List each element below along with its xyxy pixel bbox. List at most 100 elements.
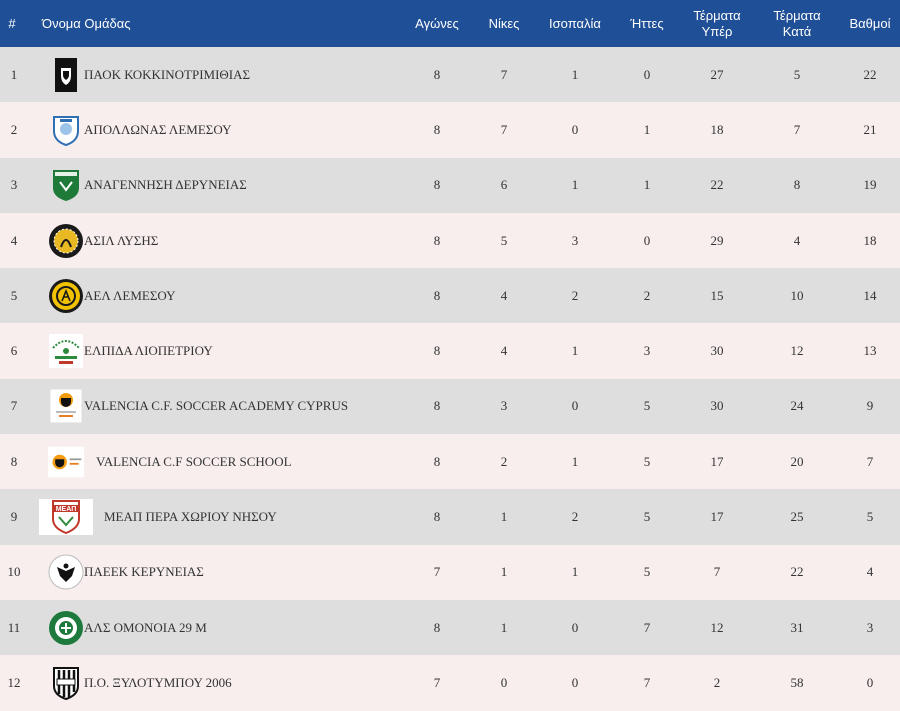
cell-points: 21 (863, 121, 877, 137)
cell-goals-against: 25 (790, 509, 804, 525)
cell-points: 18 (863, 232, 877, 248)
cell-rank: 2 (10, 121, 18, 137)
cell-goals-against: 4 (793, 232, 801, 248)
cell-rank: 8 (10, 453, 18, 469)
table-row: 5 ΑΕΛ ΛΕΜΕΣΟΥ 8 4 2 2 15 10 14 (0, 268, 900, 324)
omonoia-crest-icon (43, 600, 89, 655)
table-row: 11 ΑΛΣ ΟΜΟΝΟΙΑ 29 Μ 8 1 0 7 12 31 3 (0, 599, 900, 656)
table-row: 2 ΑΠΟΛΛΩΝΑΣ ΛΕΜΕΣΟΥ 8 7 0 1 18 7 21 (0, 102, 900, 158)
table-row: 12 Π.Ο. ΞΥΛΟΤΥΜΠΟΥ 2006 7 0 0 7 2 58 0 (0, 655, 900, 711)
cell-wins: 4 (500, 287, 508, 303)
cell-wins: 1 (500, 509, 508, 525)
team-logo (48, 665, 84, 701)
cell-draws: 1 (571, 66, 579, 82)
cell-wins: 4 (500, 343, 508, 359)
cell-losses: 2 (643, 287, 651, 303)
cell-losses: 7 (643, 619, 651, 635)
cell-goals-against: 10 (790, 287, 804, 303)
cell-played: 8 (433, 177, 441, 193)
cell-rank: 11 (7, 619, 21, 635)
header-points: Βαθμοί (849, 15, 891, 31)
valencia-school-crest-icon (43, 434, 89, 489)
paok-crest-icon (43, 47, 89, 102)
team-logo (48, 223, 84, 259)
cell-goals-against: 22 (790, 564, 804, 580)
cell-points: 0 (866, 674, 874, 690)
cell-points: 19 (863, 177, 877, 193)
cell-played: 7 (433, 564, 441, 580)
team-name: VALENCIA C.F SOCCER SCHOOL (96, 453, 292, 469)
cell-losses: 3 (643, 343, 651, 359)
team-name: VALENCIA C.F. SOCCER ACADEMY CYPRUS (84, 398, 349, 414)
apollon-crest-icon (43, 102, 89, 157)
cell-losses: 5 (643, 453, 651, 469)
header-played: Αγώνες (415, 15, 459, 31)
cell-goals-for: 30 (710, 398, 724, 414)
cell-losses: 0 (643, 232, 651, 248)
cell-goals-against: 7 (793, 121, 801, 137)
cell-draws: 1 (571, 564, 579, 580)
team-name: ΠΑΕΕΚ ΚΕΡΥΝΕΙΑΣ (84, 564, 204, 580)
cell-rank: 9 (10, 509, 18, 525)
cell-goals-against: 20 (790, 453, 804, 469)
valencia-academy-crest-icon (43, 379, 89, 434)
cell-draws: 1 (571, 177, 579, 193)
table-row: 1 ΠΑΟΚ ΚΟΚΚΙΝΟΤΡΙΜΙΘΙΑΣ 8 7 1 0 27 5 22 (0, 47, 900, 103)
header-rank: # (8, 15, 16, 31)
header-goals-against: Τέρματα Κατά (762, 0, 832, 47)
cell-losses: 5 (643, 564, 651, 580)
cell-losses: 5 (643, 509, 651, 525)
team-name: ΑΠΟΛΛΩΝΑΣ ΛΕΜΕΣΟΥ (84, 121, 232, 137)
table-row: 10 ΠΑΕΕΚ ΚΕΡΥΝΕΙΑΣ 7 1 1 5 7 22 4 (0, 544, 900, 600)
cell-goals-for: 15 (710, 287, 724, 303)
cell-draws: 0 (571, 619, 579, 635)
cell-played: 8 (433, 232, 441, 248)
header-goals-for-line2: Υπέρ (701, 23, 733, 39)
team-logo (48, 444, 84, 480)
cell-goals-against: 8 (793, 177, 801, 193)
team-logo (48, 112, 84, 148)
table-row: 4 ΑΣΙΛ ΛΥΣΗΣ 8 5 3 0 29 4 18 (0, 212, 900, 269)
cell-losses: 0 (643, 66, 651, 82)
cell-played: 8 (433, 453, 441, 469)
cell-goals-for: 17 (710, 453, 724, 469)
cell-goals-for: 27 (710, 66, 724, 82)
cell-draws: 2 (571, 509, 579, 525)
cell-goals-against: 12 (790, 343, 804, 359)
team-name: Π.Ο. ΞΥΛΟΤΥΜΠΟΥ 2006 (84, 674, 232, 690)
cell-rank: 3 (10, 177, 18, 193)
cell-points: 4 (866, 564, 874, 580)
cell-draws: 1 (571, 453, 579, 469)
cell-played: 8 (433, 287, 441, 303)
table-body: 1 ΠΑΟΚ ΚΟΚΚΙΝΟΤΡΙΜΙΘΙΑΣ 8 7 1 0 27 5 22 2 ΑΠΟΛΛΩΝΑ… (0, 47, 900, 711)
cell-goals-for: 2 (713, 674, 721, 690)
team-name: ΑΣΙΛ ΛΥΣΗΣ (84, 232, 159, 248)
team-name: ΜΕΑΠ ΠΕΡΑ ΧΩΡΙΟΥ ΝΗΣΟΥ (104, 509, 277, 525)
cell-wins: 5 (500, 232, 508, 248)
cell-played: 8 (433, 398, 441, 414)
cell-goals-for: 30 (710, 343, 724, 359)
cell-draws: 3 (571, 232, 579, 248)
team-logo (48, 610, 84, 646)
asil-crest-icon (43, 213, 89, 268)
xylotymbou-crest-icon (43, 655, 89, 710)
cell-draws: 2 (571, 287, 579, 303)
cell-rank: 4 (10, 232, 18, 248)
meap-crest-icon: ΜΕΑΠ (39, 489, 93, 544)
cell-rank: 10 (7, 564, 21, 580)
table-row: 3 ΑΝΑΓΕΝΝΗΣΗ ΔΕΡΥΝΕΙΑΣ 8 6 1 1 22 8 19 (0, 157, 900, 213)
team-logo: ΜΕΑΠ (39, 499, 93, 536)
header-goals-against-line1: Τέρματα (773, 7, 821, 23)
cell-wins: 2 (500, 453, 508, 469)
cell-wins: 0 (500, 674, 508, 690)
team-logo (48, 278, 84, 314)
cell-losses: 5 (643, 398, 651, 414)
team-logo (48, 57, 84, 93)
cell-goals-for: 22 (710, 177, 724, 193)
cell-points: 9 (866, 398, 874, 414)
team-name: ΑΝΑΓΕΝΝΗΣΗ ΔΕΡΥΝΕΙΑΣ (84, 177, 247, 193)
team-name: ΠΑΟΚ ΚΟΚΚΙΝΟΤΡΙΜΙΘΙΑΣ (84, 66, 251, 82)
cell-losses: 1 (643, 177, 651, 193)
table-row: 9 ΜΕΑΠ ΜΕΑΠ ΠΕΡΑ ΧΩΡΙΟΥ ΝΗΣΟΥ 8 1 2 5 17 25 5 (0, 489, 900, 545)
